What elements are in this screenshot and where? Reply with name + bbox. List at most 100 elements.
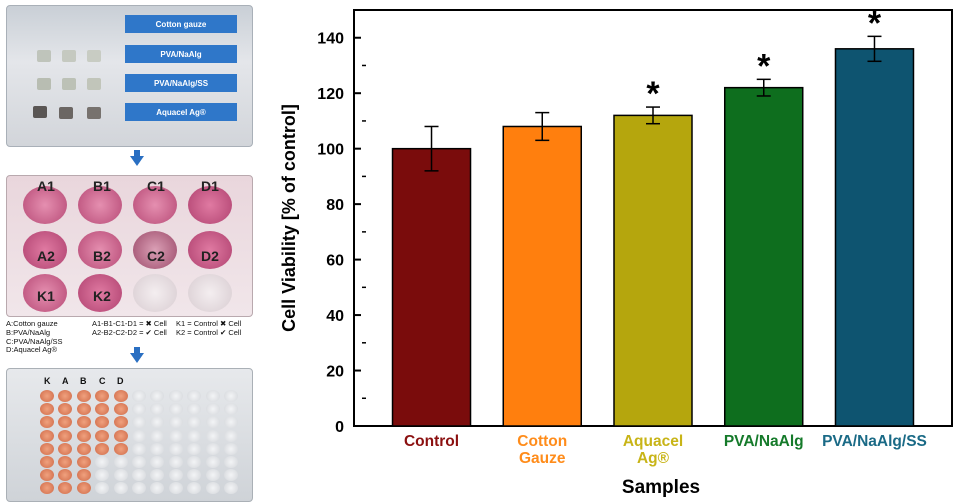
cell-viability-chart: 0 20 40 60 80 100 120 140 Cell Viability [% of c… [279,4,953,498]
plate96-well [95,456,110,468]
legend-cell: K1 = Control ✖ Cell [176,319,242,328]
plate96-well [132,429,146,442]
significance-marker: * [868,4,882,42]
legend-row: C:PVA/NaAlg/SS [6,336,256,347]
plate96-well [40,390,54,402]
plate96-well [187,416,202,429]
plate-well [188,274,232,312]
plate96-well [113,429,128,442]
well-label: C2 [147,248,165,264]
column-label: B [80,376,87,386]
column-label: A [62,376,69,386]
legend-cell: A1-B1-C1-D1 = ✖ Cell [92,319,167,328]
sample-label-box: PVA/NaAlg [125,45,237,63]
legend-cell: K2 = Control ✔ Cell [176,327,242,337]
y-tick-label: 120 [317,86,344,103]
bar [834,48,915,427]
legend-row: B:PVA/NaAlg A2-B2-C2-D2 = ✔ Cell K2 = Co… [6,327,256,338]
membrane-swatch [33,106,47,118]
well-label: A2 [37,248,55,264]
plate96-well [58,482,73,495]
plate96-well [150,416,165,429]
plate96-well [132,469,146,482]
plate96-well [76,469,91,482]
x-axis-label: Samples [622,477,700,498]
x-tick-label: PVA/NaAlg/SS [822,433,927,450]
plate96-well [168,416,183,429]
plate96-well [205,442,220,455]
plate96-well [76,390,91,402]
plate-well [188,231,232,269]
plate96-well [150,482,165,495]
sample-label-box: PVA/NaAlg/SS [125,74,237,92]
plate96-well [187,442,202,455]
bar [723,86,804,427]
legend-row: D:Aquacel Ag® [6,346,256,355]
plate-well [78,186,122,224]
plate96-well [150,403,165,416]
column-label: D [117,376,124,386]
well-label: K1 [37,288,55,304]
plate-well [133,186,177,224]
bar [613,114,693,427]
y-tick-label: 60 [326,253,344,270]
column-label: C [99,376,106,386]
plate96-well [95,442,110,455]
well-label: C1 [147,178,165,194]
bar [391,147,472,427]
plate96-well [224,482,238,495]
plate96-well [58,390,73,402]
y-tick-label: 20 [326,364,344,381]
legend-row: A:Cotton gauze A1-B1-C1-D1 = ✖ Cell K1 =… [6,319,256,329]
plate96-well [132,403,146,416]
plate96-well [224,390,238,402]
x-tick-label: PVA/NaAlg [724,433,804,450]
membrane-swatch [87,50,101,62]
plate-well [23,186,67,224]
well-label: K2 [93,288,111,304]
column-label: K [44,376,51,386]
x-tick-label: Aquacel [623,433,683,450]
plate96-well [205,429,220,442]
plate96-well [187,456,202,468]
y-tick-label: 100 [317,142,344,159]
plate96-well [150,442,165,455]
plate96-well [168,429,183,442]
plate96-well [187,429,202,442]
plate96-well [76,442,91,455]
down-arrow-icon [130,353,144,363]
membrane-swatch [62,50,76,62]
plate96-well [95,416,110,429]
plate96-well [150,469,165,482]
plate96-well [150,429,165,442]
plate96-well [132,416,146,429]
y-tick-label: 40 [326,308,344,325]
membrane-swatch [59,107,73,119]
plate96-well [76,403,91,416]
plate96-well [95,429,110,442]
plate96-well [224,456,238,468]
x-tick-label: Control [404,433,459,450]
sample-label-box: Cotton gauze [125,15,237,33]
well-label: D1 [201,178,219,194]
x-tick-label: Gauze [519,450,566,467]
x-tick-label: Cotton [517,433,567,450]
plate96-well [132,456,146,468]
plate96-well [113,456,128,468]
chart-bars: * * * [391,4,915,427]
bar [502,125,583,427]
significance-marker: * [757,47,771,85]
plate-well [188,186,232,224]
legend-cell: C:PVA/NaAlg/SS [6,336,63,346]
membrane-swatch [62,78,76,90]
plate96-well [205,469,220,482]
plate96-well [40,469,54,482]
plate96-well [95,469,110,482]
plate96-well [150,456,165,468]
plate96-well [205,403,220,416]
well-plate-photo: A1 B1 C1 D1 A2 B2 C2 D2 K1 K2 [6,175,253,317]
plate96-well [113,442,128,455]
plate96-well [205,456,220,468]
plate96-well [205,482,220,495]
